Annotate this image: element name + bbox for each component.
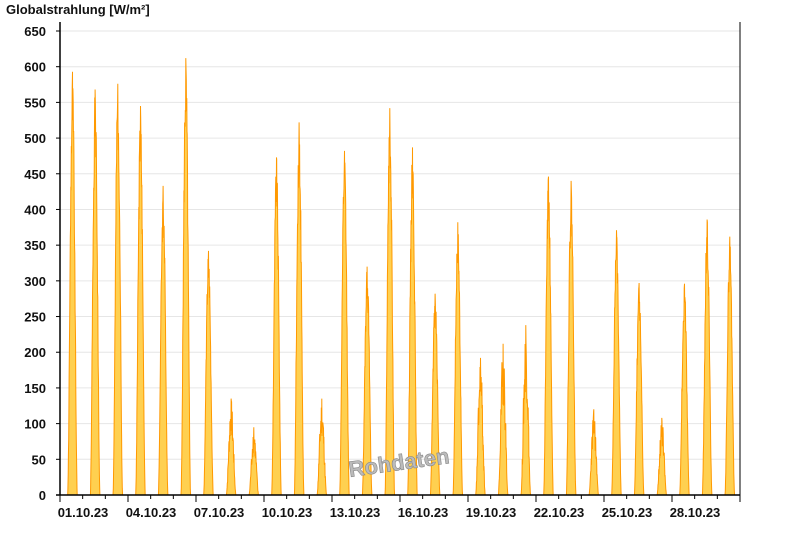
day-peak-15.10.23 bbox=[384, 108, 396, 496]
day-peak-24.10.23 bbox=[588, 409, 600, 496]
day-peak-01.10.23 bbox=[67, 71, 78, 496]
grid-lines bbox=[60, 30, 740, 460]
y-axis-label: Globalstrahlung [W/m²] bbox=[6, 2, 150, 17]
day-peak-28.10.23 bbox=[679, 283, 690, 496]
day-peak-13.10.23 bbox=[339, 150, 350, 496]
x-tick-label: 13.10.23 bbox=[330, 505, 381, 520]
day-peak-25.10.23 bbox=[611, 230, 622, 496]
day-peak-18.10.23 bbox=[452, 222, 464, 496]
day-peak-26.10.23 bbox=[633, 282, 645, 496]
day-peak-12.10.23 bbox=[316, 398, 328, 496]
x-tick-label: 04.10.23 bbox=[126, 505, 177, 520]
day-peak-06.10.23 bbox=[180, 58, 192, 496]
y-tick-label: 100 bbox=[24, 417, 46, 432]
y-tick-label: 300 bbox=[24, 274, 46, 289]
day-peak-21.10.23 bbox=[520, 325, 532, 496]
y-tick-label: 400 bbox=[24, 202, 46, 217]
x-tick-label: 19.10.23 bbox=[466, 505, 517, 520]
day-peak-16.10.23 bbox=[407, 147, 418, 496]
x-tick-label: 10.10.23 bbox=[262, 505, 313, 520]
y-tick-label: 550 bbox=[24, 95, 46, 110]
x-tick-label: 01.10.23 bbox=[58, 505, 109, 520]
day-peak-23.10.23 bbox=[565, 180, 577, 496]
y-tick-label: 150 bbox=[24, 381, 46, 396]
y-tick-label: 650 bbox=[24, 24, 46, 39]
x-tick-label: 28.10.23 bbox=[670, 505, 721, 520]
x-tick-label: 22.10.23 bbox=[534, 505, 585, 520]
day-peak-11.10.23 bbox=[293, 122, 305, 496]
day-peak-07.10.23 bbox=[203, 250, 214, 496]
y-tick-label: 350 bbox=[24, 238, 46, 253]
data-series bbox=[67, 58, 736, 496]
y-tick-label: 600 bbox=[24, 60, 46, 75]
y-tick-label: 50 bbox=[32, 452, 46, 467]
day-peak-27.10.23 bbox=[656, 417, 668, 496]
day-peak-10.10.23 bbox=[271, 157, 282, 496]
y-tick-label: 250 bbox=[24, 310, 46, 325]
day-peak-22.10.23 bbox=[543, 176, 554, 496]
day-peak-03.10.23 bbox=[112, 83, 124, 496]
day-peak-30.10.23 bbox=[724, 236, 736, 496]
day-peak-29.10.23 bbox=[701, 219, 713, 496]
y-tick-label: 500 bbox=[24, 131, 46, 146]
y-tick-label: 450 bbox=[24, 167, 46, 182]
day-peak-09.10.23 bbox=[248, 427, 260, 496]
day-peak-20.10.23 bbox=[497, 343, 509, 496]
x-tick-label: 07.10.23 bbox=[194, 505, 245, 520]
x-tick-label: 25.10.23 bbox=[602, 505, 653, 520]
day-peak-05.10.23 bbox=[157, 185, 169, 496]
day-peak-17.10.23 bbox=[429, 293, 441, 496]
day-peak-04.10.23 bbox=[135, 105, 146, 496]
day-peak-14.10.23 bbox=[361, 266, 373, 496]
day-peak-02.10.23 bbox=[89, 89, 101, 496]
x-tick-label: 16.10.23 bbox=[398, 505, 449, 520]
y-tick-label: 0 bbox=[39, 488, 46, 503]
y-tick-label: 200 bbox=[24, 345, 46, 360]
day-peak-19.10.23 bbox=[475, 357, 486, 496]
day-peak-08.10.23 bbox=[225, 398, 237, 496]
axes: 0 50 100 150 200 250 300 350 400 450 500 550 600 650 0… bbox=[24, 22, 741, 520]
